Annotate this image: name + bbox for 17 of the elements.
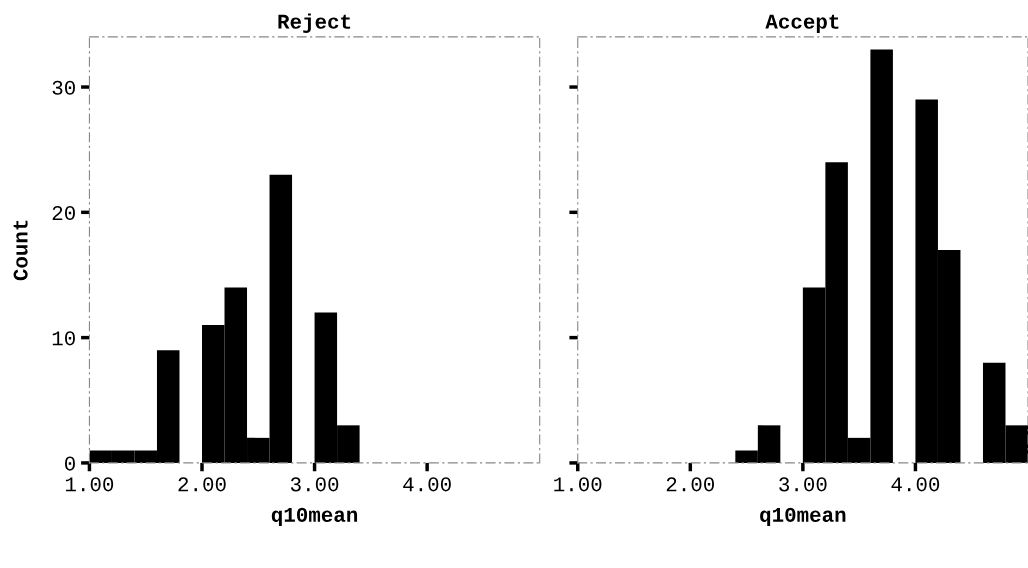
y-tick-label: 10 bbox=[52, 331, 75, 346]
chart-title: Accept bbox=[765, 14, 839, 33]
x-tick-label: 4.00 bbox=[403, 477, 451, 492]
x-tick-label: 4.00 bbox=[891, 477, 940, 492]
y-tick-label: 20 bbox=[52, 205, 75, 221]
y-tick-label: 30 bbox=[52, 80, 75, 95]
x-tick-label: 1.00 bbox=[65, 477, 114, 492]
x-axis-title: q10mean bbox=[271, 507, 358, 527]
x-axis-title: q10mean bbox=[760, 507, 846, 527]
x-tick-label: 3.00 bbox=[779, 477, 827, 492]
x-tick-label: 3.00 bbox=[290, 477, 339, 492]
x-tick-label: 2.00 bbox=[666, 477, 715, 492]
x-tick-label: 1.00 bbox=[554, 477, 602, 492]
y-axis-title: Count bbox=[13, 220, 28, 281]
y-tick-label: 0 bbox=[65, 456, 75, 471]
chart-title: Reject bbox=[278, 13, 351, 33]
x-tick-label: 2.00 bbox=[178, 477, 226, 492]
